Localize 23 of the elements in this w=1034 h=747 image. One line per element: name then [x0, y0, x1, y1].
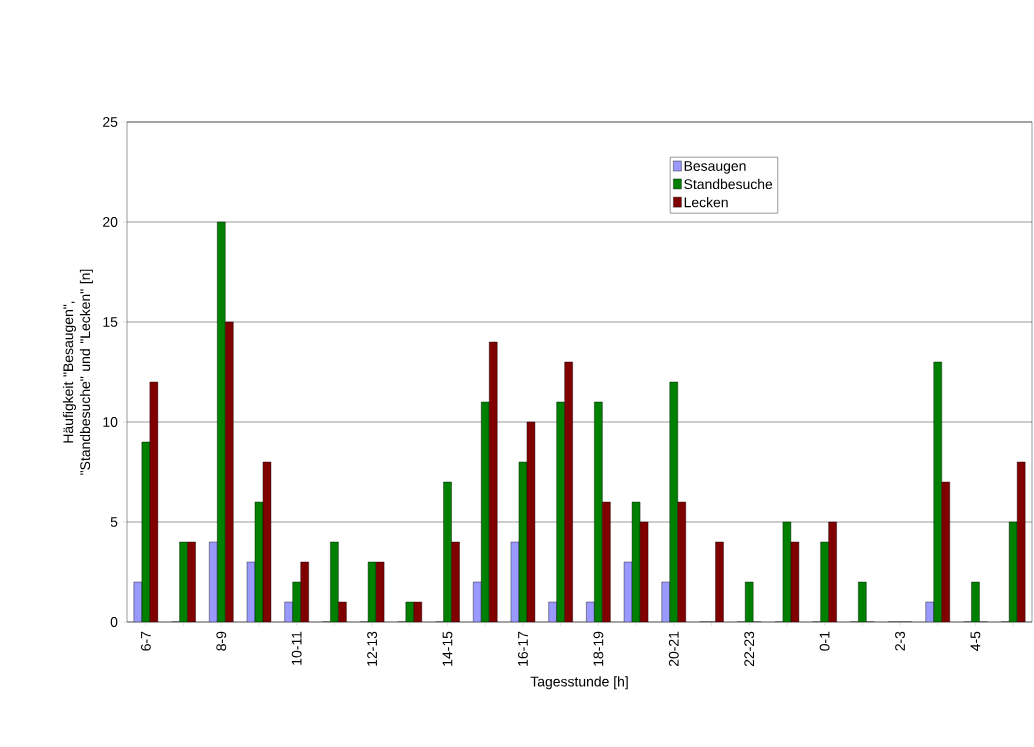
- x-tick-label: 6-7: [140, 631, 151, 651]
- y-tick-label: 20: [103, 217, 118, 227]
- x-tick-label: 0-1: [819, 631, 830, 651]
- x-tick-label: 18-19: [593, 631, 604, 666]
- x-tick-label: 10-11: [291, 631, 302, 665]
- legend-label: Standbesuche: [684, 178, 773, 190]
- x-axis-title: Tagesstunde [h]: [530, 676, 628, 690]
- x-tick-label: 12-13: [367, 631, 378, 666]
- y-tick-label: 0: [110, 617, 118, 627]
- x-tick-label: 22-23: [744, 631, 755, 667]
- x-tick-label: 20-21: [668, 631, 679, 667]
- legend-label: Besaugen: [684, 161, 746, 174]
- y-tick-label: 15: [103, 317, 118, 327]
- x-tick-label: 8-9: [216, 631, 227, 651]
- x-tick-label: 14-15: [442, 631, 453, 666]
- y-tick-label: 5: [110, 517, 118, 527]
- legend-label: Lecken: [684, 197, 728, 208]
- x-tick-label: 2-3: [895, 631, 905, 651]
- y-tick-label: 25: [103, 117, 118, 127]
- y-axis-title: Häufigkeit "Besaugen", "Standbesuche" und "Lecken" [n]: [62, 269, 93, 475]
- x-tick-label: 4-5: [970, 631, 981, 651]
- x-tick-label: 16-17: [517, 631, 528, 666]
- y-tick-label: 10: [103, 417, 118, 427]
